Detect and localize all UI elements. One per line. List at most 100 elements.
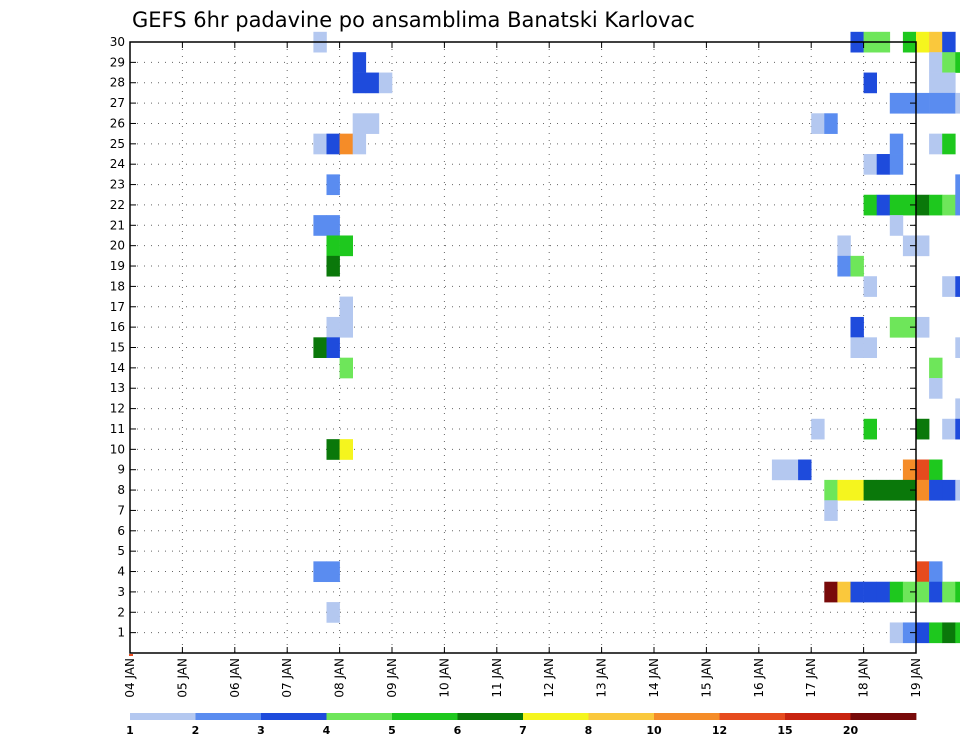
heatmap-cell — [889, 479, 904, 501]
y-tick-label: 15 — [110, 341, 125, 355]
y-tick-label: 8 — [117, 483, 125, 497]
x-tick-label: 09 JAN — [385, 658, 399, 698]
y-tick-label: 24 — [110, 157, 125, 171]
heatmap-cell — [339, 357, 353, 379]
heatmap-cell — [942, 479, 956, 501]
heatmap-cell — [876, 581, 891, 603]
heatmap-cell — [916, 459, 930, 481]
heatmap-cell — [916, 92, 930, 114]
legend-tick-label: 2 — [192, 724, 200, 737]
heatmap-cell — [863, 479, 877, 501]
heatmap-cell — [942, 31, 956, 53]
legend-swatch — [261, 713, 327, 720]
heatmap-cell — [339, 316, 353, 338]
heatmap-cell — [352, 113, 367, 134]
heatmap-cell — [916, 418, 930, 440]
legend-swatch — [850, 713, 917, 720]
heatmap-cell — [942, 194, 956, 216]
y-tick-label: 29 — [110, 55, 125, 69]
y-tick-label: 13 — [110, 381, 125, 395]
heatmap-cell — [929, 622, 943, 644]
grid-layer — [130, 41, 916, 653]
x-tick-label: 06 JAN — [228, 658, 242, 698]
heatmap-cell — [326, 235, 340, 257]
y-tick-label: 3 — [117, 585, 125, 599]
heatmap-cell — [876, 154, 891, 175]
y-tick-label: 12 — [110, 402, 125, 416]
heatmap-cell — [378, 72, 393, 94]
x-tick-label: 04 JAN — [123, 658, 137, 698]
heatmap-cell — [955, 581, 960, 603]
legend-swatch — [457, 713, 524, 720]
heatmap-cell — [889, 316, 904, 338]
legend-swatch — [195, 713, 262, 720]
legend-swatch — [523, 713, 589, 720]
heatmap-cell — [352, 133, 367, 155]
heatmap-cell — [902, 235, 917, 257]
heatmap-cell — [902, 581, 917, 603]
x-tick-label: 08 JAN — [333, 658, 347, 698]
heatmap-cell — [942, 418, 956, 440]
y-tick-label: 11 — [110, 422, 125, 436]
heatmap-cell — [326, 255, 340, 277]
legend-tick-label: 4 — [323, 724, 331, 737]
heatmap-cell — [929, 459, 943, 481]
heatmap-cell — [850, 581, 864, 603]
heatmap-cell — [916, 581, 930, 603]
heatmap-cell — [339, 235, 353, 257]
heatmap-cell — [916, 622, 930, 644]
heatmap-cell — [942, 52, 956, 73]
heatmap-cell — [326, 337, 340, 358]
y-tick-label: 18 — [110, 279, 125, 293]
heatmap-cell — [902, 316, 917, 338]
heatmap-cell — [929, 133, 943, 155]
x-tick-label: 12 JAN — [542, 658, 556, 698]
heatmap-cell — [313, 561, 327, 583]
legend-tick-label: 5 — [388, 724, 396, 737]
legend-swatch — [326, 713, 393, 720]
x-tick-label: 15 JAN — [699, 658, 713, 698]
heatmap-cell — [929, 378, 943, 399]
heatmap-cell — [955, 174, 960, 196]
y-axis: 1234567891011121314151617181920212223242… — [110, 35, 916, 640]
y-tick-label: 9 — [117, 463, 125, 477]
heatmap-cell — [929, 581, 943, 603]
y-tick-label: 4 — [117, 565, 125, 579]
legend-tick-label: 10 — [646, 724, 662, 737]
heatmap-cell — [326, 602, 340, 623]
heatmap-cell — [889, 133, 904, 155]
x-tick-label: 18 JAN — [857, 658, 871, 698]
y-tick-label: 10 — [110, 442, 125, 456]
heatmap-cell — [889, 92, 904, 114]
heatmap-cell — [811, 113, 825, 134]
legend-tick-label: 1 — [126, 724, 134, 737]
heatmap-cell — [863, 154, 877, 175]
heatmap-cell — [955, 194, 960, 216]
x-tick-label: 07 JAN — [280, 658, 294, 698]
heatmap-cell — [811, 418, 825, 440]
heatmap-cell — [942, 622, 956, 644]
heatmap-cell — [313, 133, 327, 155]
y-tick-label: 5 — [117, 544, 125, 558]
legend-tick-label: 12 — [712, 724, 727, 737]
heatmap-cell — [955, 398, 960, 420]
heatmap-cell — [955, 479, 960, 501]
color-legend: 1 2 3 4 5 6 7 8 10 12 15 20 — [126, 713, 917, 737]
y-tick-label: 27 — [110, 96, 125, 110]
heatmap-cell — [942, 72, 956, 94]
heatmap-cell — [889, 154, 904, 175]
y-tick-label: 22 — [110, 198, 125, 212]
heatmap-cell — [902, 459, 917, 481]
x-tick-label: 14 JAN — [647, 658, 661, 698]
heatmap-cell — [326, 316, 340, 338]
y-tick-label: 1 — [117, 626, 125, 640]
heatmap-cell — [850, 255, 864, 277]
heatmap-cell — [863, 581, 877, 603]
y-tick-label: 26 — [110, 116, 125, 130]
heatmap-cell — [824, 581, 838, 603]
heatmap-cell — [824, 113, 838, 134]
legend-tick-label: 3 — [257, 724, 265, 737]
x-tick-label: 16 JAN — [752, 658, 766, 698]
heatmap-cell — [365, 113, 380, 134]
